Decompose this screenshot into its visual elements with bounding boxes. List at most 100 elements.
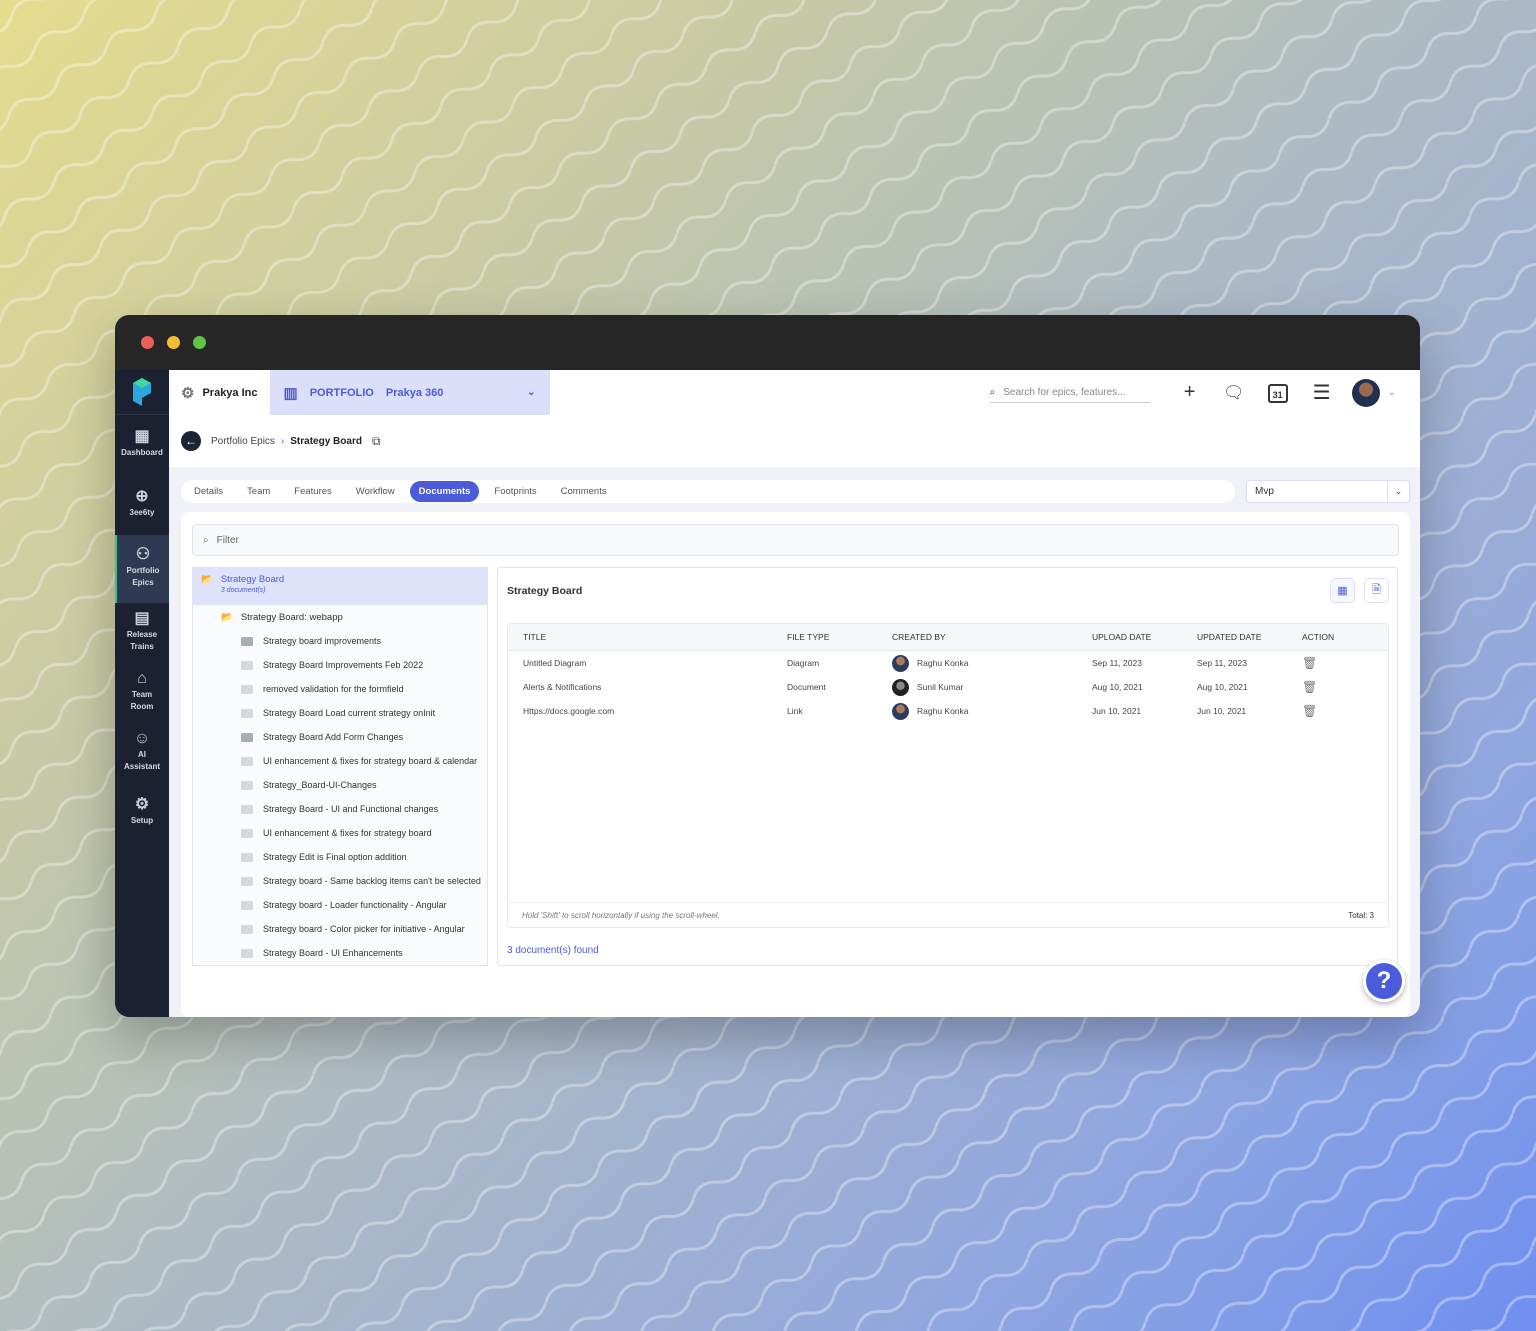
user-avatar[interactable] bbox=[1351, 378, 1380, 407]
tree-item[interactable]: Strategy Board - UI and Functional chang… bbox=[193, 797, 487, 821]
tree-item[interactable]: Strategy Board - UI Enhancements bbox=[193, 941, 487, 965]
file-type: Diagram bbox=[787, 658, 820, 668]
sidebar-item-dashboard[interactable]: ▦ Dashboard bbox=[115, 415, 169, 475]
document-list-title: Strategy Board bbox=[507, 585, 583, 597]
add-document-button[interactable]: 🗎 bbox=[1364, 578, 1389, 603]
folder-icon bbox=[241, 804, 253, 814]
add-icon[interactable]: + bbox=[1183, 381, 1196, 403]
folder-icon bbox=[241, 708, 253, 718]
created-by: Sunil Kumar bbox=[892, 678, 1092, 696]
breadcrumb-parent[interactable]: Portfolio Epics bbox=[211, 435, 275, 447]
sidebar-item-setup[interactable]: ⚙ Setup bbox=[115, 783, 169, 843]
tree-item-label: Strategy Board - UI Enhancements bbox=[263, 948, 403, 958]
tab-comments[interactable]: Comments bbox=[560, 486, 607, 497]
portfolio-selector[interactable]: ▥ PORTFOLIO Prakya 360 ⌄ bbox=[269, 370, 550, 415]
tree-item-label: Strategy Board Load current strategy onI… bbox=[263, 708, 436, 718]
tree-root[interactable]: 📂 Strategy Board 3 document(s) bbox=[193, 568, 487, 605]
org-switcher[interactable]: ⚙ Prakya Inc bbox=[169, 370, 270, 415]
tree-item[interactable]: removed validation for the formfield bbox=[193, 677, 487, 701]
tab-features[interactable]: Features bbox=[294, 486, 332, 497]
folder-icon bbox=[241, 756, 253, 766]
column-header[interactable]: UPDATED DATE bbox=[1197, 632, 1262, 642]
sidebar-item-portfolio-epics[interactable]: ⚇ Portfolio Epics bbox=[115, 535, 169, 603]
document-list: Strategy Board ▦ 🗎 TITLE FILE TYPE CREATED… bbox=[497, 567, 1398, 966]
folder-icon bbox=[241, 828, 253, 838]
tab-workflow[interactable]: Workflow bbox=[355, 486, 395, 497]
help-button[interactable]: ? bbox=[1363, 960, 1405, 1002]
column-header[interactable]: FILE TYPE bbox=[787, 632, 830, 642]
sidebar-item-ai-assistant[interactable]: ☺ AI Assistant bbox=[115, 723, 169, 783]
column-header[interactable]: ACTION bbox=[1302, 632, 1335, 642]
table-row[interactable]: Https://docs.google.com Link Raghu Konka… bbox=[508, 699, 1388, 723]
maximize-window-button[interactable] bbox=[193, 336, 206, 349]
sidebar-item-release-trains[interactable]: ▤ Release Trains bbox=[115, 603, 169, 663]
tree-item-label: Strategy Board Improvements Feb 2022 bbox=[263, 660, 424, 670]
folder-tree: 📂 Strategy Board 3 document(s) 📂 Strategy B… bbox=[192, 567, 488, 966]
document-title[interactable]: Untitled Diagram bbox=[523, 658, 587, 668]
org-name: Prakya Inc bbox=[202, 386, 258, 399]
breadcrumb-current: Strategy Board bbox=[290, 435, 362, 447]
release-select[interactable]: Mvp ⌄ bbox=[1246, 480, 1410, 503]
calendar-icon[interactable]: 31 bbox=[1256, 381, 1300, 404]
creator-name: Raghu Konka bbox=[917, 706, 969, 716]
tree-item[interactable]: UI enhancement & fixes for strategy boar… bbox=[193, 821, 487, 845]
tree-item[interactable]: Strategy Board Improvements Feb 2022 bbox=[193, 653, 487, 677]
tree-item[interactable]: Strategy Edit is Final option addition bbox=[193, 845, 487, 869]
close-window-button[interactable] bbox=[141, 336, 154, 349]
copy-icon[interactable]: ⧉ bbox=[371, 433, 381, 448]
delete-icon[interactable]: 🗑 bbox=[1302, 680, 1318, 694]
org-logo-icon: ⚙ bbox=[181, 384, 195, 402]
gear-icon: ⚙ bbox=[134, 796, 150, 813]
filter-input[interactable]: ⌕ Filter bbox=[192, 524, 1399, 556]
chat-icon[interactable]: 🗨 bbox=[1222, 382, 1245, 402]
column-header[interactable]: TITLE bbox=[523, 632, 547, 642]
tree-item-label: Strategy Board Add Form Changes bbox=[263, 732, 404, 742]
tree-item[interactable]: Strategy board - Same backlog items can'… bbox=[193, 869, 487, 893]
grid-view-button[interactable]: ▦ bbox=[1330, 578, 1355, 603]
column-header[interactable]: CREATED BY bbox=[892, 632, 946, 642]
tab-documents[interactable]: Documents bbox=[409, 481, 480, 502]
folder-icon bbox=[241, 636, 253, 646]
folder-icon bbox=[241, 948, 253, 958]
tree-item[interactable]: Strategy board - Color picker for initia… bbox=[193, 917, 487, 941]
tab-footprints[interactable]: Footprints bbox=[494, 486, 537, 497]
sidebar-item-team-room[interactable]: ⌂ Team Room bbox=[115, 663, 169, 723]
table-row[interactable]: Alerts & Notifications Document Sunil Ku… bbox=[508, 675, 1388, 699]
search-input[interactable]: Search for epics, features... bbox=[1003, 386, 1126, 398]
avatar bbox=[892, 702, 909, 720]
tree-item[interactable]: Strategy Board Add Form Changes bbox=[193, 725, 487, 749]
tree-item-label: Strategy_Board-UI-Changes bbox=[263, 780, 377, 790]
minimize-window-button[interactable] bbox=[167, 336, 180, 349]
sidebar-item-label: 3ee6ty bbox=[129, 508, 155, 517]
tree-item[interactable]: Strategy board - Loader functionality - … bbox=[193, 893, 487, 917]
list-icon[interactable]: ☰ bbox=[1312, 382, 1331, 404]
updated-date: Jun 10, 2021 bbox=[1197, 706, 1247, 716]
tree-item[interactable]: Strategy_Board-UI-Changes bbox=[193, 773, 487, 797]
back-button[interactable]: ← bbox=[181, 431, 201, 451]
document-title[interactable]: Https://docs.google.com bbox=[523, 706, 615, 716]
created-by: Raghu Konka bbox=[892, 702, 1092, 720]
tree-item[interactable]: Strategy board improvements bbox=[193, 629, 487, 653]
filter-placeholder: Filter bbox=[216, 534, 239, 546]
chevron-right-icon: › bbox=[280, 435, 285, 447]
delete-icon[interactable]: 🗑 bbox=[1302, 656, 1318, 670]
document-title[interactable]: Alerts & Notifications bbox=[523, 682, 602, 692]
tab-details[interactable]: Details bbox=[194, 486, 224, 497]
documents-table: TITLE FILE TYPE CREATED BY UPLOAD DATE UPDAT… bbox=[507, 623, 1389, 928]
delete-icon[interactable]: 🗑 bbox=[1302, 704, 1318, 718]
global-search[interactable]: ⌕ Search for epics, features... bbox=[989, 383, 1150, 403]
creator-name: Raghu Konka bbox=[917, 658, 969, 668]
sidebar-item-3ee6ty[interactable]: ⊕ 3ee6ty bbox=[115, 475, 169, 535]
grid-icon: ▦ bbox=[134, 428, 150, 445]
upload-date: Aug 10, 2021 bbox=[1092, 682, 1143, 692]
tree-item[interactable]: UI enhancement & fixes for strategy boar… bbox=[193, 749, 487, 773]
app-window: ▦ Dashboard ⊕ 3ee6ty ⚇ Portfolio Epics ▤ Releas… bbox=[115, 315, 1420, 1017]
tab-team[interactable]: Team bbox=[247, 486, 271, 497]
tree-subfolder[interactable]: 📂 Strategy Board: webapp bbox=[193, 605, 487, 629]
avatar-chevron-icon[interactable]: ⌄ bbox=[1387, 387, 1396, 398]
tree-item[interactable]: Strategy Board Load current strategy onI… bbox=[193, 701, 487, 725]
tree-item-label: Strategy board - Loader functionality - … bbox=[263, 900, 447, 910]
app-logo[interactable] bbox=[115, 370, 169, 415]
column-header[interactable]: UPLOAD DATE bbox=[1092, 632, 1152, 642]
table-row[interactable]: Untitled Diagram Diagram Raghu Konka Sep… bbox=[508, 651, 1388, 675]
